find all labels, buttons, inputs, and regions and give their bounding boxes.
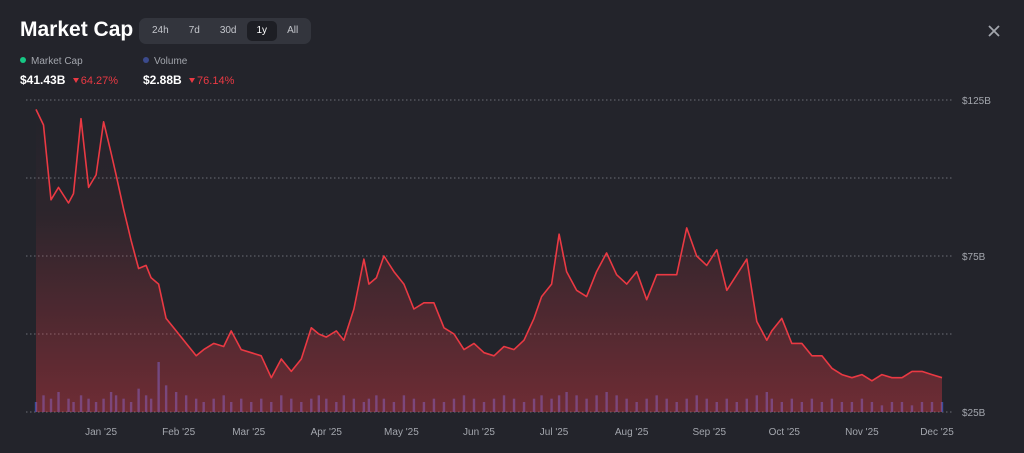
triangle-down-icon	[189, 78, 196, 83]
volume-value: $2.88B	[143, 73, 182, 87]
triangle-down-icon	[72, 78, 79, 83]
range-1y-button[interactable]: 1y	[246, 21, 278, 41]
market-cap-dot-icon	[20, 57, 26, 63]
volume-dot-icon	[143, 57, 149, 63]
x-tick-label: Nov '25	[845, 427, 879, 438]
legend-volume-label: Volume	[154, 56, 188, 67]
market-cap-change: 64.27%	[72, 75, 119, 87]
legend-volume: Volume	[143, 56, 187, 67]
range-7d-button[interactable]: 7d	[188, 25, 200, 36]
market-cap-area	[36, 109, 942, 413]
x-tick-label: Apr '25	[311, 427, 343, 438]
range-all-button[interactable]: All	[287, 25, 299, 36]
range-24h-button[interactable]: 24h	[152, 25, 169, 36]
x-tick-label: May '25	[384, 427, 419, 438]
x-tick-label: Jun '25	[463, 427, 495, 438]
x-tick-label: Sep '25	[692, 427, 726, 438]
page-title: Market Cap	[20, 18, 134, 41]
x-tick-label: Jul '25	[540, 427, 569, 438]
x-tick-label: Oct '25	[769, 427, 801, 438]
y-axis-ticks: $125B $75B $25B	[962, 96, 991, 419]
volume-change: 76.14%	[189, 75, 234, 87]
x-tick-label: Jan '25	[85, 427, 117, 438]
x-tick-label: Mar '25	[232, 427, 265, 438]
x-tick-label: Feb '25	[162, 427, 195, 438]
market-cap-line	[35, 109, 943, 382]
x-tick-label: Aug '25	[615, 427, 649, 438]
volume-change-value: 76.14%	[197, 75, 235, 87]
y-tick-label: $125B	[962, 96, 991, 107]
market-cap-metric: $41.43B 64.27%	[20, 73, 118, 87]
market-cap-value: $41.43B	[20, 73, 66, 87]
legend-market-cap-label: Market Cap	[31, 56, 83, 67]
y-tick-label: $75B	[962, 252, 986, 263]
x-tick-label: Dec '25	[920, 427, 954, 438]
y-tick-label: $25B	[962, 408, 986, 419]
x-axis-ticks: Jan '25 Feb '25 Mar '25 Apr '25 May '25 Jun '…	[85, 427, 954, 438]
market-cap-change-value: 64.27%	[80, 75, 119, 87]
close-icon[interactable]	[984, 21, 1004, 41]
range-30d-button[interactable]: 30d	[219, 25, 237, 36]
legend-market-cap: Market Cap	[20, 56, 83, 67]
time-range-selector: 24h 7d 30d 1y All	[139, 18, 312, 44]
volume-metric: $2.88B 76.14%	[143, 73, 234, 87]
